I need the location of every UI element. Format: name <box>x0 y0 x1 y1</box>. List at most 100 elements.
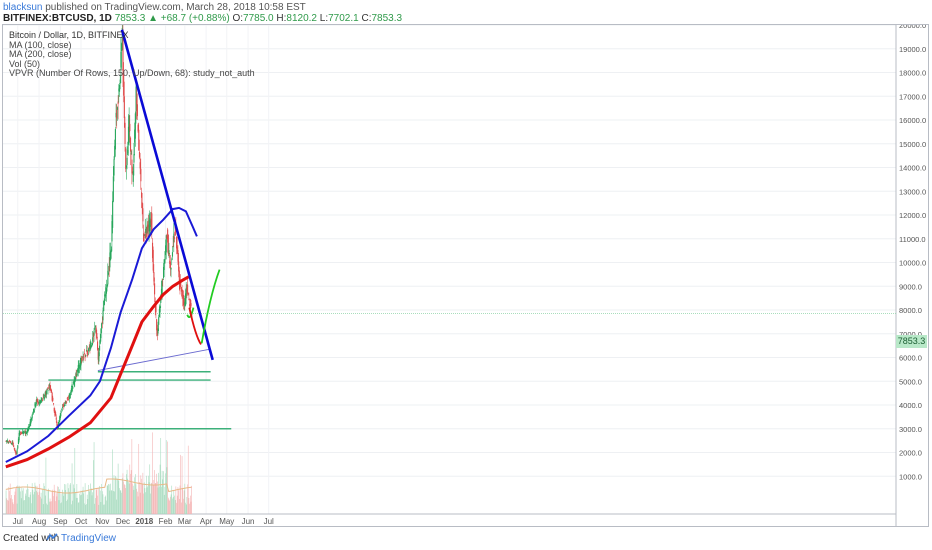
candle-body <box>112 200 114 228</box>
volume-bar <box>190 495 191 514</box>
candle-body <box>62 404 64 407</box>
volume-bar <box>84 483 86 514</box>
candle-body <box>19 432 21 434</box>
legend-volume[interactable]: Vol (50) <box>9 58 41 69</box>
volume-bar <box>77 502 79 514</box>
candle-body <box>167 234 169 255</box>
volume-bar <box>163 494 165 514</box>
volume-bar <box>99 485 100 514</box>
support-trendline <box>97 348 211 372</box>
candle-body <box>187 284 189 295</box>
candle-body <box>179 283 181 290</box>
volume-bar <box>97 495 98 514</box>
volume-bar <box>146 487 148 514</box>
candle-body <box>79 367 81 369</box>
candle-body <box>45 392 47 395</box>
candle-body <box>131 159 133 174</box>
candle-body <box>158 309 160 318</box>
candle-body <box>92 332 94 337</box>
volume-bar <box>71 463 73 514</box>
volume-bar <box>176 495 178 514</box>
volume-bar <box>80 495 81 514</box>
volume-bar <box>127 478 129 514</box>
price-chart[interactable]: 1000.0 2000.0 3000.0 4000.0 5000.0 6000.0 7000… <box>3 25 928 526</box>
candle-body <box>85 350 88 351</box>
volume-bar <box>27 488 29 514</box>
volume-bar <box>128 482 129 514</box>
created-with-label: Created with <box>3 533 60 544</box>
candle-body <box>176 246 178 251</box>
candle-body <box>58 420 60 424</box>
volume-bar <box>91 488 92 514</box>
volume-bar <box>38 491 40 514</box>
candle-body <box>171 259 173 261</box>
candle-body <box>158 317 160 325</box>
volume-bar <box>118 480 120 514</box>
volume-bar <box>102 494 104 514</box>
candle-body <box>67 399 69 401</box>
volume-bar <box>77 497 78 514</box>
candle-body <box>118 85 121 92</box>
candle-body <box>49 385 51 391</box>
candle-body <box>33 408 35 413</box>
candle-body <box>44 391 46 397</box>
legend-vpvr[interactable]: VPVR (Number Of Rows, 150, Up/Down, 68):… <box>9 68 255 78</box>
volume-bar <box>93 460 94 514</box>
volume-bar <box>148 475 149 514</box>
descending-trendline <box>120 29 214 361</box>
symbol-info: BITFINEX:BTCUSD, 1D 7853.3 ▲ +68.7 (+0.8… <box>3 13 402 24</box>
close-value: 7853.3 <box>371 13 403 24</box>
volume-bar <box>37 492 38 514</box>
candle-body <box>108 266 110 271</box>
candle-body <box>159 306 161 313</box>
volume-bar <box>147 486 148 514</box>
candle-body <box>106 285 108 288</box>
candle-body <box>160 288 163 295</box>
volume-bar <box>90 483 91 514</box>
candle-body <box>34 403 36 407</box>
candle-body <box>63 403 65 406</box>
volume-bar <box>69 491 70 514</box>
volume-bar <box>86 494 88 514</box>
candle-body <box>138 151 141 158</box>
volume-bar <box>11 499 13 514</box>
volume-bar <box>78 502 80 514</box>
candle-body <box>173 233 175 243</box>
volume-bar <box>75 492 76 514</box>
volume-bar <box>55 501 56 514</box>
volume-bar <box>21 487 23 514</box>
candle-body <box>11 443 13 445</box>
chart-panel[interactable]: 1000.0 2000.0 3000.0 4000.0 5000.0 6000.0 7000… <box>2 24 929 527</box>
publish-text: published on TradingView.com, March 28, … <box>42 2 306 13</box>
volume-bar <box>104 496 106 514</box>
close-label: C: <box>361 13 372 24</box>
candle-body <box>59 413 61 419</box>
candle-body <box>81 358 83 361</box>
volume-bar <box>14 495 15 514</box>
volume-bar <box>34 482 36 514</box>
volume-bar <box>140 475 142 514</box>
candle-body <box>121 28 123 45</box>
volume-bar <box>43 483 45 514</box>
projection-down-curve <box>188 307 202 345</box>
candle-body <box>173 237 176 239</box>
volume-bar <box>168 497 169 514</box>
volume-bar <box>73 488 75 514</box>
legend-ma200[interactable]: MA (200, close) <box>9 49 72 59</box>
candle-body <box>99 345 101 351</box>
volume-bar <box>143 482 145 514</box>
candle-body <box>88 348 90 352</box>
volume-bar <box>157 487 159 514</box>
author-name[interactable]: blacksun <box>3 2 43 13</box>
volume-ma-line <box>5 478 192 494</box>
x-tick-label: Sep <box>53 517 68 526</box>
legend-ma100[interactable]: MA (100, close) <box>9 39 72 50</box>
volume-bar <box>120 490 122 514</box>
open-value: 7785.0 <box>243 13 274 24</box>
x-tick-label: May <box>219 517 234 526</box>
candle-body <box>61 406 64 408</box>
volume-bar <box>169 500 170 514</box>
tradingview-brand-link[interactable]: TradingView <box>61 533 117 544</box>
candle-body <box>66 401 68 403</box>
candle-body <box>154 283 156 295</box>
